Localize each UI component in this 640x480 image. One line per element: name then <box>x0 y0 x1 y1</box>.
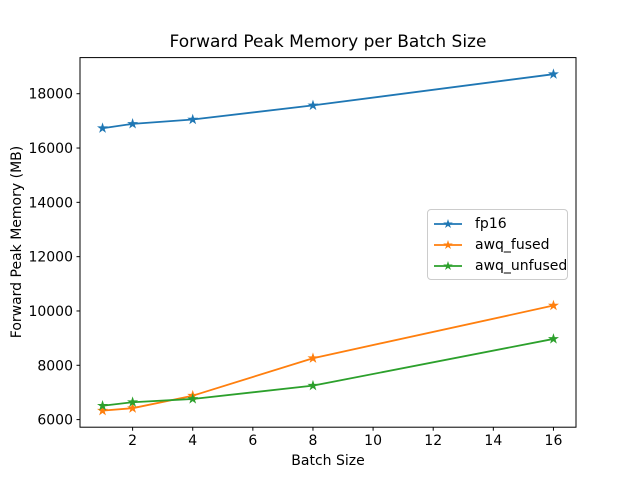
x-tick-label: 6 <box>248 433 257 449</box>
data-point-marker-awq_unfused <box>547 333 559 344</box>
data-point-marker-awq_unfused <box>307 379 319 391</box>
x-tick-label: 8 <box>309 433 318 449</box>
legend-star-icon <box>443 239 453 249</box>
data-point-marker-awq_fused <box>97 404 109 416</box>
data-point-marker-fp16 <box>547 68 559 79</box>
series-line-awq_unfused <box>101 338 555 407</box>
series-line-awq_fused <box>101 304 555 412</box>
y-tick-label: 14000 <box>28 195 73 211</box>
x-tick-label: 12 <box>424 433 442 449</box>
data-point-marker-awq_fused <box>307 352 319 363</box>
legend-sample-line <box>434 260 462 270</box>
legend: fp16 awq_fused awq_unfused <box>427 209 568 280</box>
data-point-marker-awq_unfused <box>127 396 139 407</box>
series-line-fp16 <box>101 73 555 130</box>
y-tick-label: 18000 <box>28 87 73 103</box>
legend-item-awq_fused: awq_fused <box>433 234 563 255</box>
legend-label: fp16 <box>475 215 507 232</box>
data-point-marker-fp16 <box>187 113 199 125</box>
legend-star-icon <box>443 260 453 270</box>
x-axis-label: Batch Size <box>291 453 365 469</box>
legend-star-icon <box>443 218 453 228</box>
y-tick-label: 8000 <box>37 358 73 374</box>
legend-item-fp16: fp16 <box>433 213 563 234</box>
legend-item-awq_unfused: awq_unfused <box>433 255 567 276</box>
data-point-marker-awq_fused <box>547 299 559 311</box>
data-point-marker-awq_unfused <box>187 393 199 404</box>
x-tick-label: 4 <box>188 433 197 449</box>
data-point-marker-awq_unfused <box>97 399 109 411</box>
x-tick-label: 2 <box>128 433 137 449</box>
chart-title: Forward Peak Memory per Batch Size <box>169 32 487 52</box>
legend-sample-line <box>434 218 462 228</box>
legend-label: awq_fused <box>475 236 550 253</box>
data-point-marker-fp16 <box>127 118 139 129</box>
data-point-marker-awq_fused <box>127 402 139 413</box>
x-tick-label: 10 <box>364 433 382 449</box>
axes-frame <box>79 57 577 428</box>
legend-sample-line <box>434 239 462 249</box>
x-tick-label: 14 <box>484 433 502 449</box>
y-tick-label: 10000 <box>28 304 73 320</box>
legend-label: awq_unfused <box>475 257 568 274</box>
data-point-marker-fp16 <box>307 99 319 111</box>
y-tick-label: 12000 <box>28 250 73 266</box>
x-tick-label: 16 <box>545 433 563 449</box>
data-point-marker-fp16 <box>97 122 109 133</box>
y-tick-label: 16000 <box>28 141 73 157</box>
y-tick-label: 6000 <box>37 413 73 429</box>
